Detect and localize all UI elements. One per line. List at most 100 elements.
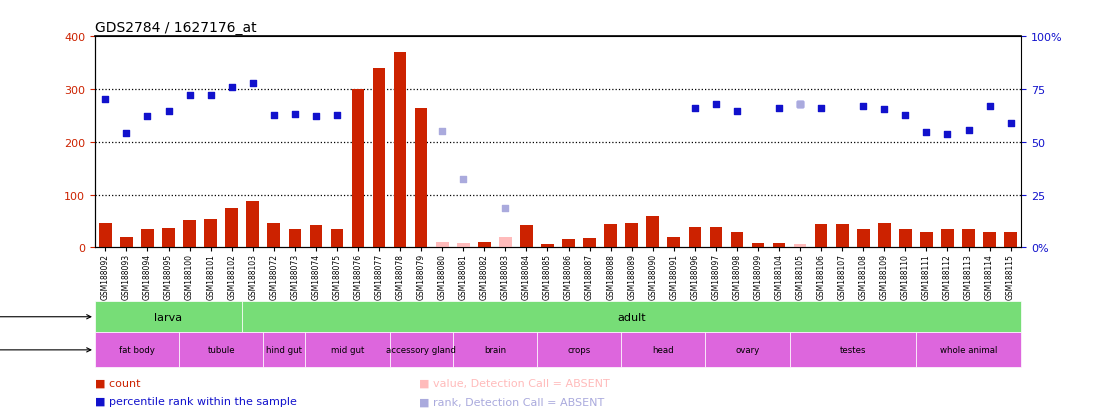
Text: accessory gland: accessory gland xyxy=(386,346,456,354)
Point xyxy=(454,176,472,183)
Bar xyxy=(520,225,532,248)
Bar xyxy=(309,225,323,248)
Point xyxy=(286,112,304,119)
Bar xyxy=(857,229,869,248)
Bar xyxy=(95,332,179,368)
Bar xyxy=(789,332,916,368)
Point xyxy=(223,85,241,91)
Point xyxy=(917,130,935,136)
Point xyxy=(1002,121,1020,127)
Text: ■ percentile rank within the sample: ■ percentile rank within the sample xyxy=(95,396,297,406)
Text: tubule: tubule xyxy=(208,346,235,354)
Bar xyxy=(667,237,680,248)
Point xyxy=(307,114,325,121)
Bar xyxy=(225,208,238,248)
Bar xyxy=(478,242,491,248)
Bar xyxy=(541,244,554,248)
Text: crops: crops xyxy=(567,346,590,354)
Point xyxy=(981,103,999,110)
Bar xyxy=(1004,232,1017,248)
Bar xyxy=(962,229,975,248)
Bar xyxy=(394,53,406,248)
Text: ■ value, Detection Call = ABSENT: ■ value, Detection Call = ABSENT xyxy=(420,378,609,388)
Point xyxy=(181,93,199,100)
Bar xyxy=(389,332,453,368)
Point xyxy=(328,113,346,119)
Text: development stage: development stage xyxy=(0,312,90,322)
Bar xyxy=(646,216,660,248)
Text: tissue: tissue xyxy=(0,345,90,355)
Bar xyxy=(920,232,933,248)
Bar xyxy=(815,224,827,248)
Text: ■ rank, Detection Call = ABSENT: ■ rank, Detection Call = ABSENT xyxy=(420,396,604,406)
Bar xyxy=(99,223,112,248)
Point xyxy=(728,109,745,115)
Bar xyxy=(625,223,638,248)
Bar xyxy=(183,221,196,248)
Text: testes: testes xyxy=(839,346,866,354)
Bar xyxy=(836,224,848,248)
Text: whole animal: whole animal xyxy=(940,346,998,354)
Point xyxy=(243,81,261,87)
Bar xyxy=(141,229,154,248)
Bar xyxy=(689,228,701,248)
Bar xyxy=(162,229,175,248)
Bar xyxy=(584,238,596,248)
Point xyxy=(706,101,724,108)
Text: GDS2784 / 1627176_at: GDS2784 / 1627176_at xyxy=(95,21,257,35)
Bar xyxy=(330,229,344,248)
Point xyxy=(960,128,978,134)
Point xyxy=(138,114,156,121)
Point xyxy=(791,101,809,108)
Bar xyxy=(793,244,807,248)
Text: ■ count: ■ count xyxy=(95,378,141,388)
Text: ovary: ovary xyxy=(735,346,760,354)
Text: fat body: fat body xyxy=(119,346,155,354)
Bar xyxy=(731,232,743,248)
Bar xyxy=(204,220,217,248)
Bar xyxy=(415,108,427,248)
Bar xyxy=(453,332,537,368)
Bar xyxy=(916,332,1021,368)
Point xyxy=(791,101,809,108)
Point xyxy=(264,113,282,119)
Bar xyxy=(373,69,385,248)
Point xyxy=(433,129,451,135)
Bar xyxy=(941,229,954,248)
Point xyxy=(875,107,893,113)
Bar xyxy=(456,244,470,248)
Bar xyxy=(247,202,259,248)
Bar xyxy=(878,223,891,248)
Point xyxy=(202,93,220,100)
Bar xyxy=(605,224,617,248)
Text: adult: adult xyxy=(617,312,646,322)
Bar xyxy=(179,332,263,368)
Bar xyxy=(983,232,995,248)
Text: head: head xyxy=(653,346,674,354)
Bar xyxy=(121,238,133,248)
Bar xyxy=(537,332,622,368)
Point xyxy=(497,205,514,211)
Bar xyxy=(705,332,790,368)
Point xyxy=(896,113,914,119)
Bar xyxy=(562,240,575,248)
Point xyxy=(770,105,788,112)
Text: larva: larva xyxy=(154,312,183,322)
Bar xyxy=(772,244,786,248)
Point xyxy=(160,109,177,115)
Text: hind gut: hind gut xyxy=(267,346,302,354)
Bar xyxy=(306,332,389,368)
Bar xyxy=(289,229,301,248)
Bar xyxy=(710,228,722,248)
Bar xyxy=(263,332,306,368)
Point xyxy=(686,105,704,112)
Bar xyxy=(95,301,242,332)
Bar xyxy=(622,332,705,368)
Text: mid gut: mid gut xyxy=(330,346,364,354)
Bar xyxy=(752,244,764,248)
Bar xyxy=(268,223,280,248)
Bar xyxy=(436,242,449,248)
Point xyxy=(117,131,135,137)
Point xyxy=(855,103,873,110)
Bar xyxy=(899,229,912,248)
